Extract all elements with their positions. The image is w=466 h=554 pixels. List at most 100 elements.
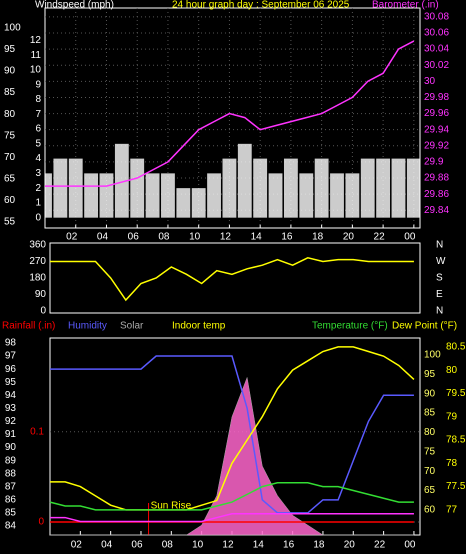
x-tick-label: 04 xyxy=(101,540,113,551)
y-tick-label: 180 xyxy=(29,273,46,284)
y-tick-label: 0 xyxy=(38,517,44,528)
y-tick-label: 90 xyxy=(4,66,16,77)
y-tick-label: 90 xyxy=(424,388,436,399)
series-line xyxy=(50,355,414,514)
bar xyxy=(360,158,375,218)
x-tick-label: 08 xyxy=(158,232,170,243)
y-tick-label: 10 xyxy=(30,65,42,76)
bar xyxy=(330,173,344,218)
y-tick-label: 3 xyxy=(35,168,41,179)
y-tick-label: 92 xyxy=(5,416,17,427)
y-tick-label: 29.84 xyxy=(424,205,449,216)
y-tick-label: 78 xyxy=(446,458,458,469)
x-tick-label: 20 xyxy=(344,540,356,551)
y-tick-label: 30.02 xyxy=(424,60,449,71)
annotation: Sun Rise xyxy=(151,501,192,512)
y-tick-label: 98 xyxy=(5,338,17,349)
y-tick-label: 30.06 xyxy=(424,28,449,39)
series-line xyxy=(50,512,414,523)
bar xyxy=(391,158,406,218)
x-tick-label: 06 xyxy=(128,232,140,243)
x-tick-label: 16 xyxy=(281,232,293,243)
y-tick-label: 85 xyxy=(4,87,16,98)
humidity-label: Humidity xyxy=(68,321,107,332)
x-tick-label: 06 xyxy=(131,540,143,551)
bar xyxy=(283,158,298,218)
y-tick-label: 79.5 xyxy=(446,388,466,399)
y-tick-label: 29.9 xyxy=(424,157,444,168)
y-tick-label: 360 xyxy=(29,240,46,251)
x-tick-label: 18 xyxy=(313,540,325,551)
temperature-label: Temperature (°F) xyxy=(312,321,388,332)
y-tick-label: 77 xyxy=(446,504,458,515)
y-tick-label: 90 xyxy=(35,289,47,300)
y-tick-label: 0 xyxy=(40,306,46,317)
chart-title: 24 hour graph day : September 06 2025 xyxy=(172,0,350,11)
y-tick-label: 30.04 xyxy=(424,44,449,55)
bar xyxy=(268,173,283,218)
x-tick-label: 02 xyxy=(66,232,78,243)
y-tick-label: 270 xyxy=(29,256,46,267)
y-tick-label: 80 xyxy=(424,427,436,438)
y-tick-label: 55 xyxy=(4,217,16,228)
x-tick-label: 00 xyxy=(404,540,416,551)
bar xyxy=(53,158,68,218)
x-tick-label: 14 xyxy=(251,232,263,243)
bar xyxy=(191,188,206,218)
x-tick-label: 22 xyxy=(374,232,386,243)
y-tick-label: 85 xyxy=(5,508,17,519)
solar-label: Solar xyxy=(120,321,144,332)
y-tick-label: 4 xyxy=(35,153,41,164)
y-tick-label: 96 xyxy=(5,364,17,375)
y-tick-label: 95 xyxy=(424,369,436,380)
y-tick-label: 7 xyxy=(35,109,41,120)
bar xyxy=(237,143,252,218)
y-tick-label: 91 xyxy=(5,429,17,440)
y-tick-label: 95 xyxy=(4,44,16,55)
bar xyxy=(68,158,83,218)
bar xyxy=(345,173,360,218)
bar xyxy=(99,173,114,218)
direction-label: W xyxy=(436,256,446,267)
y-tick-label: 70 xyxy=(4,152,16,163)
bar xyxy=(45,173,52,218)
barometer-label: Barometer (.in) xyxy=(372,0,439,11)
bar xyxy=(176,188,191,218)
bar xyxy=(130,158,145,218)
y-tick-label: 75 xyxy=(424,446,436,457)
direction-label: E xyxy=(436,289,443,300)
direction-label: N xyxy=(436,306,443,317)
bar xyxy=(299,173,314,218)
y-tick-label: 100 xyxy=(4,22,21,33)
y-tick-label: 94 xyxy=(5,390,17,401)
y-tick-label: 12 xyxy=(30,35,42,46)
y-tick-label: 2 xyxy=(35,183,41,194)
y-tick-label: 60 xyxy=(4,195,16,206)
x-tick-label: 10 xyxy=(192,540,204,551)
y-tick-label: 89 xyxy=(5,455,17,466)
y-tick-label: 0 xyxy=(35,212,41,223)
y-tick-label: 29.94 xyxy=(424,124,449,135)
bar xyxy=(145,173,160,218)
y-tick-label: 0.1 xyxy=(30,426,44,437)
bar xyxy=(376,158,391,218)
y-tick-label: 84 xyxy=(5,521,17,532)
y-tick-label: 97 xyxy=(5,351,17,362)
y-tick-label: 75 xyxy=(4,130,16,141)
y-tick-label: 78.5 xyxy=(446,435,466,446)
x-tick-label: 12 xyxy=(222,540,234,551)
bar xyxy=(253,158,268,218)
y-tick-label: 79 xyxy=(446,411,458,422)
x-tick-label: 00 xyxy=(404,232,416,243)
bar xyxy=(114,143,129,218)
series-line xyxy=(49,482,414,511)
y-tick-label: 87 xyxy=(5,481,17,492)
series-line xyxy=(50,346,415,511)
y-tick-label: 5 xyxy=(35,138,41,149)
bar xyxy=(222,158,237,218)
y-tick-label: 30 xyxy=(424,76,436,87)
x-tick-label: 02 xyxy=(71,540,83,551)
y-tick-label: 88 xyxy=(5,468,17,479)
series-line xyxy=(50,257,414,302)
